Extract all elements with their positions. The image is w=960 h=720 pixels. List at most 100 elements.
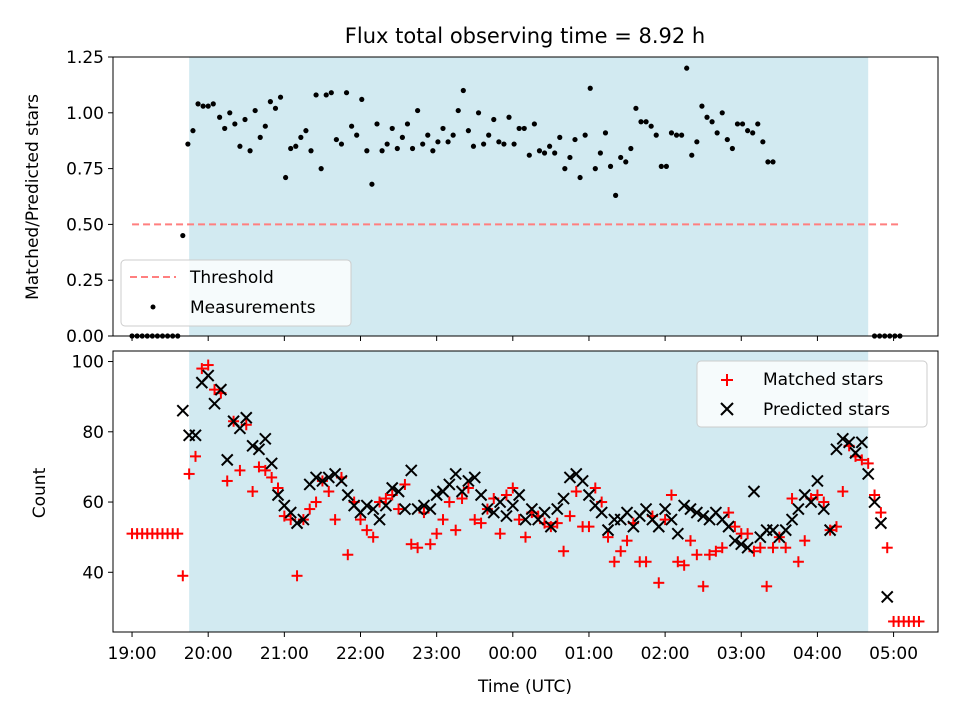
measurement-point (709, 119, 715, 125)
predicted-star-point (297, 513, 310, 526)
predicted-star-point (265, 457, 278, 470)
measurement-point (283, 174, 289, 181)
count-x-tick-label: 02:00 (641, 644, 690, 664)
predicted-star-point (259, 432, 272, 446)
predicted-star-stroke (449, 467, 462, 481)
measurement-point (210, 101, 216, 107)
predicted-star-stroke (398, 502, 412, 516)
matched-star-point (272, 482, 284, 494)
measurement-point (572, 136, 578, 143)
predicted-star-point (449, 467, 462, 481)
measurement-point (765, 159, 771, 165)
legend-threshold-label: Threshold (189, 268, 274, 288)
measurement-point (349, 123, 355, 129)
predicted-star-point (582, 488, 596, 502)
predicted-star-stroke (639, 502, 653, 516)
matched-star-point (786, 493, 798, 505)
ratio-y-tick-label: 1.00 (66, 104, 104, 124)
measurement-point (420, 141, 426, 147)
predicted-star-stroke (766, 523, 780, 537)
matched-star-point (837, 486, 849, 497)
predicted-star-stroke (284, 506, 297, 519)
matched-star-point (691, 549, 703, 561)
predicted-star-stroke (373, 513, 386, 526)
predicted-star-point (830, 443, 843, 456)
predicted-star-stroke (551, 502, 564, 516)
measurement-point (638, 119, 644, 125)
measurement-point (719, 110, 725, 116)
measurement-point (536, 148, 543, 154)
ratio-y-tick-label: 0.25 (66, 271, 104, 291)
predicted-star-stroke (881, 590, 894, 604)
measurement-point (755, 121, 761, 127)
predicted-star-stroke (601, 523, 615, 537)
predicted-star-stroke (557, 492, 570, 505)
measurement-point (430, 148, 436, 154)
matched-star-point (729, 521, 741, 533)
matched-star-point (659, 514, 671, 526)
predicted-star-point (443, 478, 456, 491)
predicted-star-point (322, 471, 335, 484)
measurement-point (445, 139, 451, 145)
matched-star-point (399, 478, 411, 490)
predicted-star-stroke (322, 471, 335, 484)
predicted-star-point (557, 492, 570, 505)
measurement-point (582, 132, 588, 138)
matched-star-point (494, 528, 506, 540)
predicted-star-point (221, 453, 234, 467)
legend-predicted-swatch (720, 402, 734, 416)
predicted-star-point (677, 499, 691, 512)
predicted-star-stroke (677, 499, 691, 512)
predicted-star-point (360, 499, 374, 512)
measurement-point (313, 92, 319, 98)
predicted-star-stroke (265, 457, 278, 470)
measurement-point (415, 107, 421, 114)
predicted-star-point (335, 474, 348, 488)
matched-star-point (640, 556, 652, 568)
matched-star-point (767, 542, 779, 554)
measurement-point (602, 130, 609, 136)
count-y-tick-label: 100 (72, 353, 104, 373)
predicted-star-stroke (544, 520, 558, 533)
predicted-star-point (849, 446, 862, 460)
predicted-star-point (252, 443, 266, 456)
predicted-star-stroke (455, 485, 469, 498)
predicted-star-point (373, 513, 386, 526)
measurement-point (760, 139, 766, 145)
predicted-star-stroke (176, 404, 190, 417)
ratio-y-tick-label: 1.25 (66, 48, 104, 68)
predicted-star-point (519, 513, 532, 526)
predicted-star-stroke (842, 436, 856, 449)
predicted-star-stroke (493, 495, 507, 509)
predicted-star-point (468, 471, 481, 484)
measurement-point (409, 145, 416, 152)
matched-star-point (754, 542, 766, 554)
predicted-star-point (665, 513, 678, 526)
measurement-point (465, 128, 471, 134)
predicted-star-point (722, 520, 735, 533)
predicted-star-stroke (443, 478, 456, 491)
predicted-star-point (735, 537, 748, 551)
count-x-tick-label: 04:00 (793, 644, 842, 664)
predicted-star-stroke (417, 499, 431, 512)
matched-star-point (799, 535, 811, 547)
matched-star-point (234, 464, 246, 476)
predicted-star-point (525, 502, 539, 516)
matched-star-point (405, 538, 417, 550)
predicted-star-point (792, 502, 805, 516)
predicted-star-stroke (525, 502, 539, 516)
matched-star-point (710, 545, 722, 557)
measurement-point (308, 148, 314, 154)
predicted-star-stroke (646, 513, 659, 526)
matched-star-point (678, 559, 690, 571)
predicted-star-stroke (538, 506, 551, 519)
predicted-star-point (462, 474, 475, 488)
predicted-star-stroke (487, 506, 500, 519)
predicted-star-point (201, 369, 215, 382)
measurement-point (511, 141, 517, 147)
predicted-star-point (551, 502, 564, 516)
predicted-star-point (627, 520, 640, 533)
measurement-point (684, 65, 690, 71)
predicted-star-point (817, 502, 830, 516)
matched-star-point (792, 556, 804, 568)
